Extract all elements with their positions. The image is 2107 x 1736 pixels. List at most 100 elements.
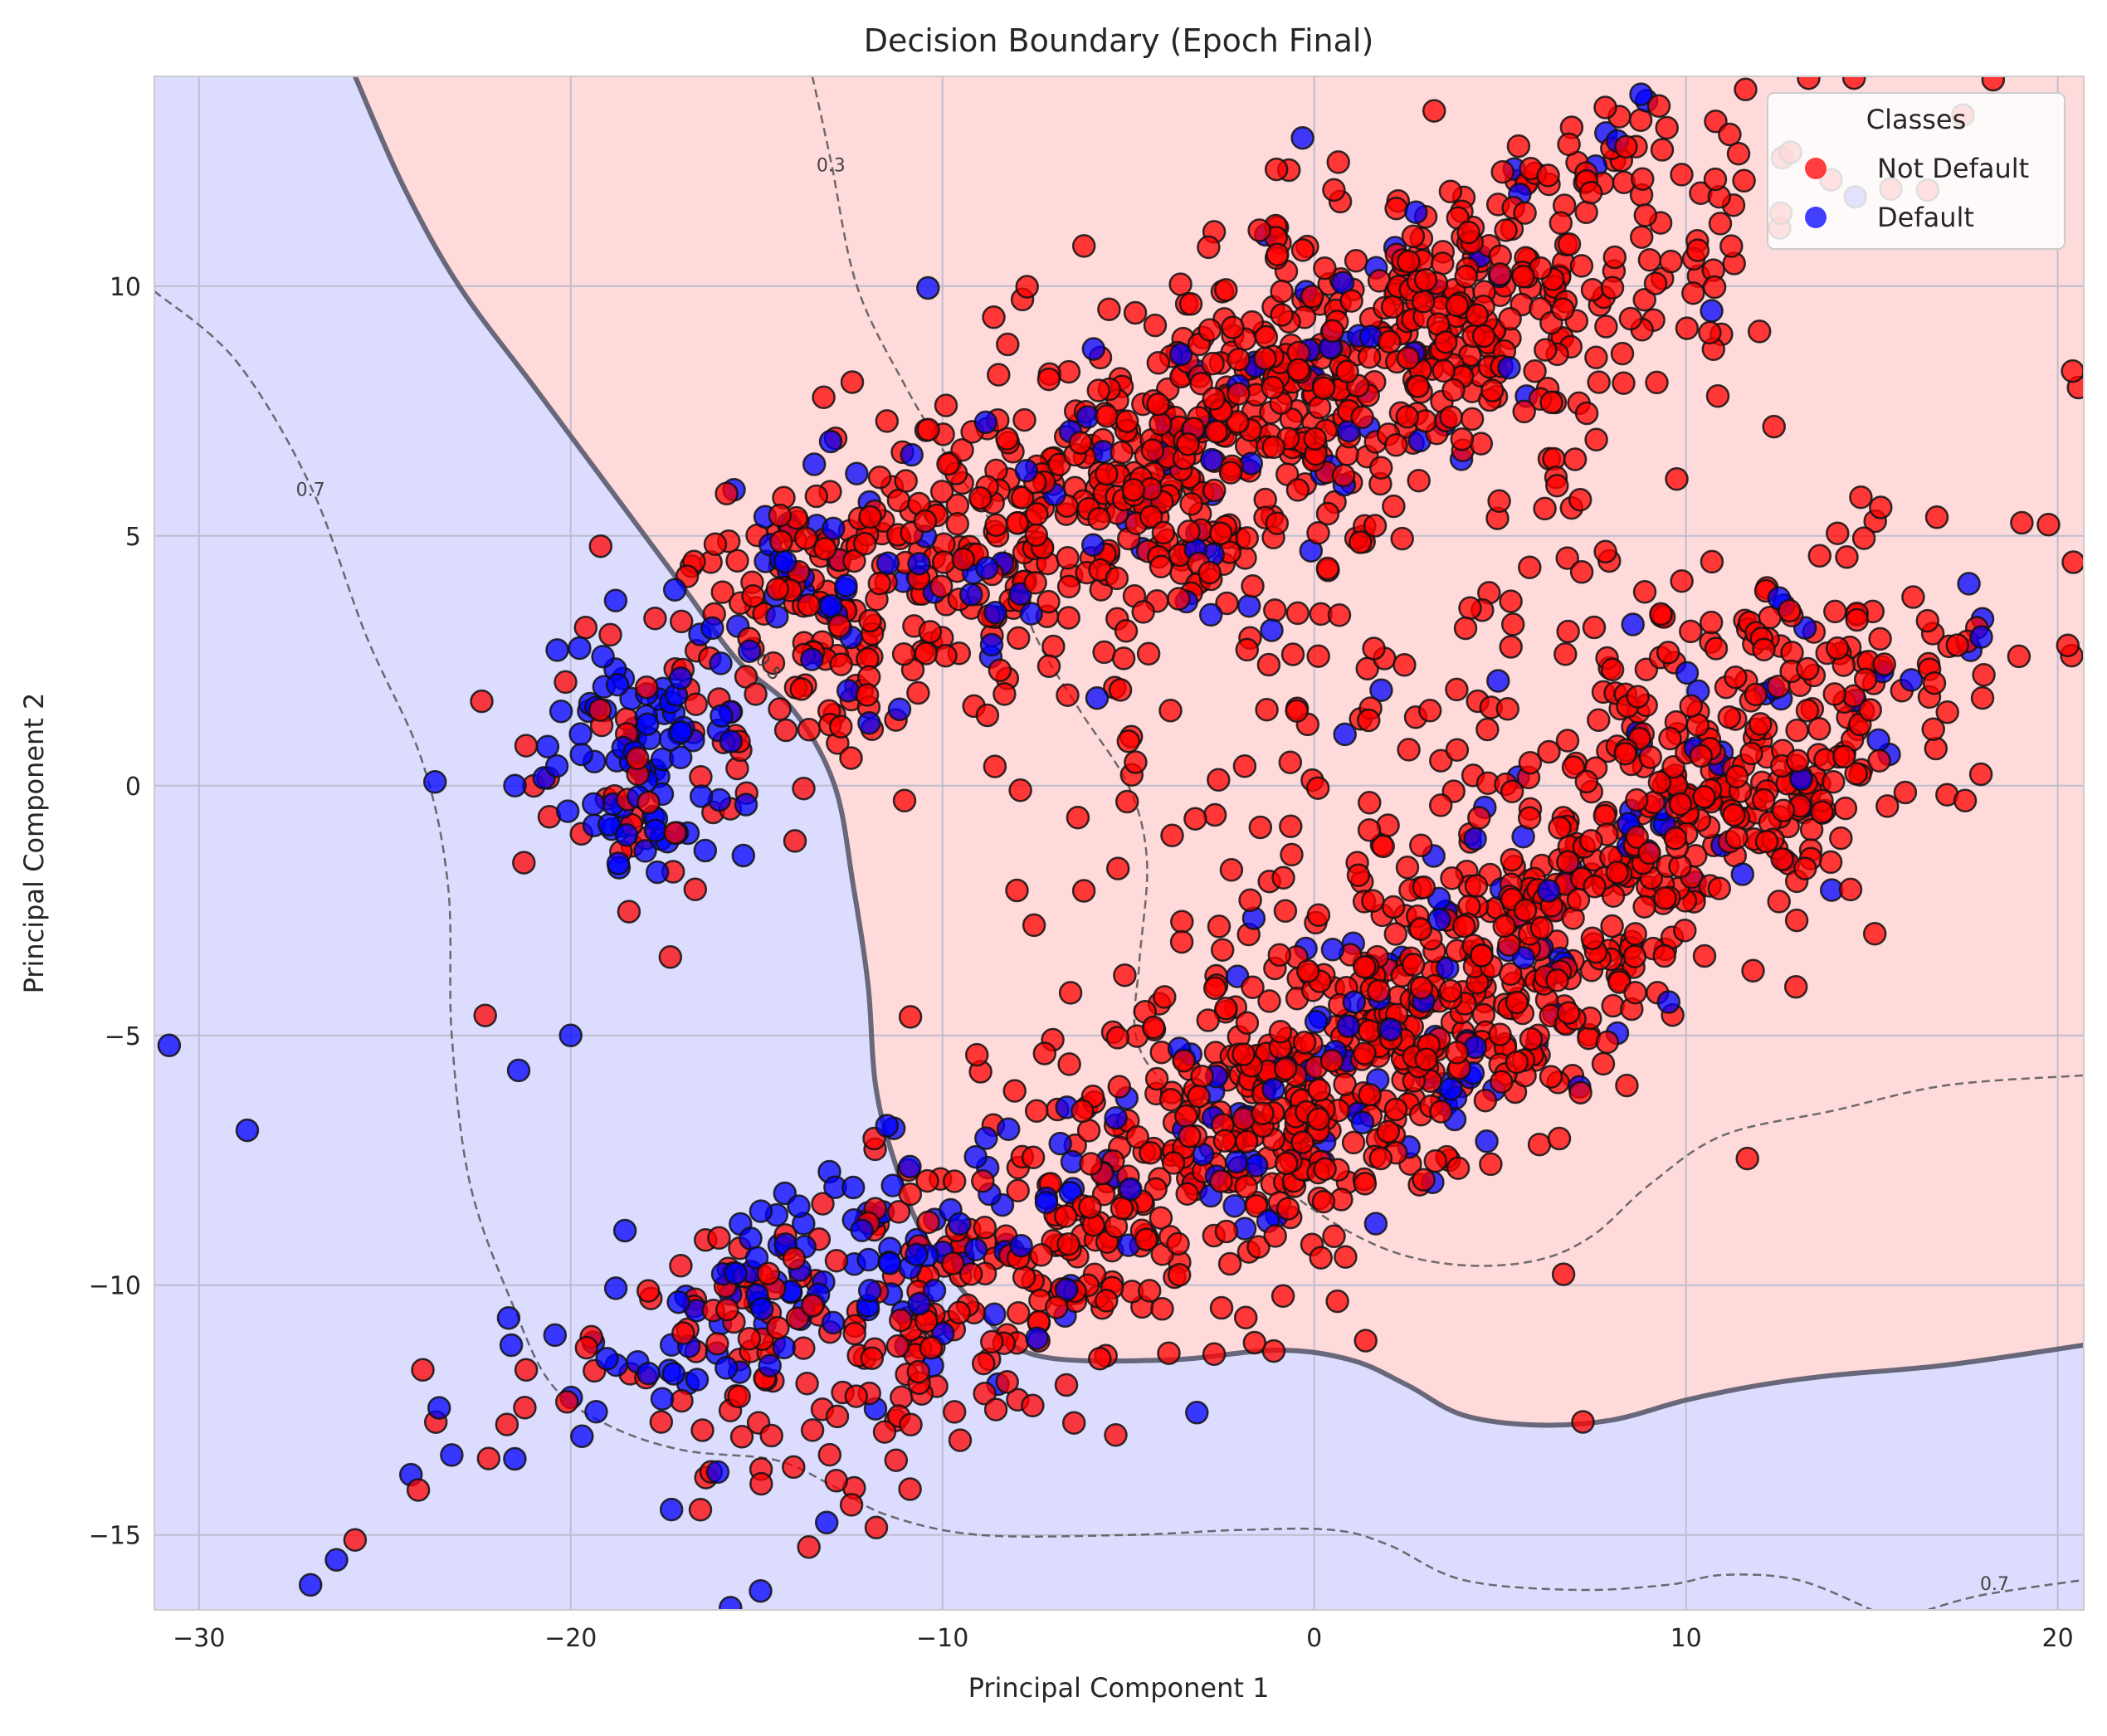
data-point: [886, 488, 911, 513]
data-point: [1549, 211, 1573, 236]
data-point: [1080, 533, 1105, 558]
data-point: [899, 1412, 923, 1437]
data-point: [1197, 318, 1222, 342]
data-point: [1556, 1001, 1581, 1025]
data-point: [744, 682, 768, 706]
data-point: [710, 580, 734, 604]
data-point: [884, 1448, 909, 1472]
data-point: [1771, 798, 1796, 823]
data-point: [1555, 546, 1579, 570]
data-point: [1025, 502, 1049, 526]
data-point: [1498, 306, 1522, 331]
data-point: [900, 442, 924, 467]
data-point: [1078, 1195, 1102, 1219]
data-point: [1460, 407, 1485, 432]
data-point: [1036, 654, 1061, 679]
data-point: [1440, 866, 1464, 890]
data-point: [2036, 512, 2061, 537]
data-point: [797, 592, 821, 617]
data-point: [1214, 997, 1238, 1021]
data-point: [1621, 612, 1645, 636]
data-point: [668, 745, 693, 770]
data-point: [1157, 1341, 1181, 1365]
data-point: [1633, 203, 1658, 227]
data-point: [1295, 959, 1320, 983]
data-point: [1935, 700, 1959, 724]
data-point: [614, 822, 639, 847]
data-point: [1286, 358, 1310, 382]
data-point: [1970, 685, 1995, 710]
data-point: [1783, 974, 1808, 999]
data-point: [1267, 943, 1292, 968]
data-point: [898, 1005, 923, 1029]
data-point: [1413, 268, 1438, 292]
contour-line-0.7: [1927, 1578, 2084, 1610]
data-point: [772, 1335, 797, 1360]
data-point: [800, 1294, 825, 1318]
data-point: [1500, 847, 1524, 872]
data-point: [1381, 895, 1406, 919]
data-point: [1618, 306, 1643, 331]
data-point: [669, 719, 693, 744]
data-point: [919, 1335, 944, 1360]
data-point: [744, 1246, 769, 1270]
data-point: [947, 1300, 972, 1325]
data-point: [792, 776, 816, 801]
data-point: [1306, 520, 1330, 545]
data-point: [973, 1382, 997, 1406]
data-point: [918, 620, 943, 644]
data-point: [1744, 682, 1768, 707]
data-point: [1580, 278, 1605, 302]
data-point: [1494, 218, 1518, 242]
data-point: [789, 677, 813, 701]
data-point: [1019, 602, 1043, 626]
data-point: [864, 1515, 889, 1540]
data-point: [662, 578, 687, 602]
data-point: [591, 644, 615, 669]
data-point: [875, 1114, 900, 1138]
data-point: [1659, 249, 1683, 274]
y-axis-label: Principal Component 2: [18, 693, 50, 994]
legend: Classes Not Default Default: [1767, 92, 2066, 250]
data-point: [554, 670, 578, 695]
x-tick-label: 10: [1670, 1624, 1702, 1653]
data-point: [1401, 953, 1426, 977]
data-point: [1732, 168, 1756, 193]
data-point: [916, 1210, 940, 1235]
data-point: [1656, 641, 1680, 665]
data-point: [1924, 505, 1949, 529]
contour-labels: 0.30.70.70.5: [296, 155, 2009, 1595]
data-point: [841, 1175, 866, 1200]
data-point: [535, 734, 560, 758]
data-point: [852, 531, 877, 556]
data-point: [1254, 324, 1279, 349]
data-point: [1513, 898, 1538, 923]
data-point: [343, 1528, 368, 1552]
data-point: [1246, 1235, 1271, 1259]
data-point: [988, 658, 1012, 683]
data-point: [703, 532, 728, 557]
data-point: [1539, 390, 1563, 415]
data-point: [1945, 633, 1969, 657]
data-point: [1698, 320, 1722, 345]
data-point: [782, 1455, 806, 1480]
data-point: [1623, 980, 1647, 1005]
data-point: [1363, 1212, 1388, 1236]
legend-box: [1767, 92, 2066, 250]
data-point: [1036, 589, 1061, 614]
chart-title: Decision Boundary (Epoch Final): [864, 22, 1374, 59]
data-point: [1527, 1132, 1552, 1157]
data-point: [1327, 603, 1352, 627]
data-point: [1384, 196, 1408, 221]
data-point: [573, 615, 598, 640]
data-point: [1901, 585, 1925, 609]
data-point: [1835, 545, 1859, 569]
data-point: [1023, 571, 1047, 595]
data-point: [979, 1329, 1004, 1354]
data-point: [1580, 926, 1605, 950]
data-point: [856, 1247, 880, 1272]
contour-line-0.7: [154, 290, 1873, 1610]
data-point: [1490, 159, 1514, 184]
data-point: [1832, 744, 1856, 769]
data-point: [1395, 856, 1420, 880]
